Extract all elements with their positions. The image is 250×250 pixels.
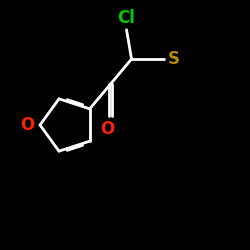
Text: O: O xyxy=(100,120,114,138)
Text: Cl: Cl xyxy=(118,9,136,27)
Text: O: O xyxy=(20,116,34,134)
Text: S: S xyxy=(168,50,180,68)
